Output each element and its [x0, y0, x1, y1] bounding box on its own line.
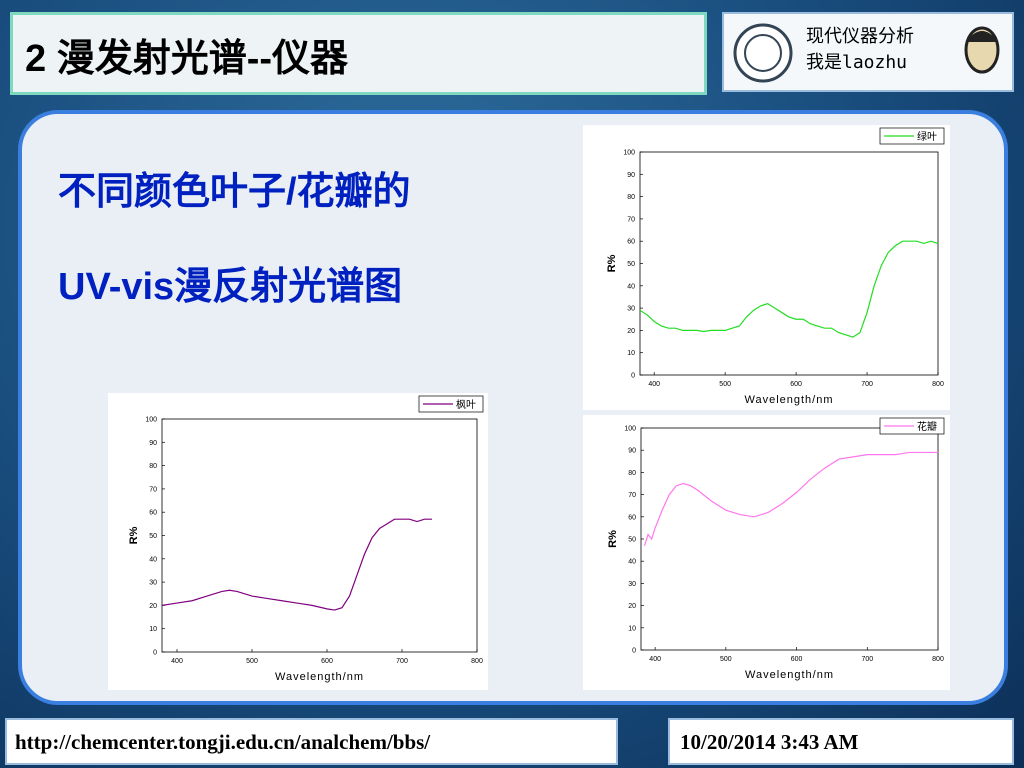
y-tick-label: 30: [628, 581, 636, 588]
y-tick-label: 80: [149, 463, 157, 470]
chart-background: [583, 415, 950, 690]
x-tick-label: 800: [932, 656, 944, 663]
heading-line: UV-vis漫反射光谱图: [58, 266, 403, 308]
x-tick-label: 600: [790, 381, 802, 388]
y-tick-label: 0: [632, 648, 636, 655]
x-tick-label: 600: [321, 658, 333, 665]
x-axis-label: Wavelength/nm: [744, 394, 833, 406]
y-tick-label: 20: [627, 328, 635, 335]
logo-box: 现代仪器分析 我是laozhu: [722, 12, 1014, 92]
y-axis-label: R%: [128, 526, 140, 544]
slide-title: 2 漫发射光谱--仪器: [25, 38, 349, 80]
y-tick-label: 90: [627, 172, 635, 179]
y-tick-label: 10: [627, 350, 635, 357]
heading-line: 不同颜色叶子/花瓣的: [58, 171, 411, 213]
y-tick-label: 60: [628, 514, 636, 521]
y-tick-label: 10: [149, 626, 157, 633]
y-tick-label: 70: [627, 216, 635, 223]
x-tick-label: 600: [791, 656, 803, 663]
y-tick-label: 80: [628, 470, 636, 477]
chart-background: [108, 393, 488, 690]
date-box: 10/20/2014 3:43 AM: [668, 718, 1014, 765]
x-tick-label: 500: [719, 381, 731, 388]
data-line: [161, 518, 432, 611]
y-tick-label: 50: [149, 533, 157, 540]
y-tick-label: 80: [627, 194, 635, 201]
y-tick-label: 50: [627, 261, 635, 268]
y-tick-label: 10: [628, 625, 636, 632]
y-tick-label: 40: [627, 283, 635, 290]
data-line: [643, 451, 938, 546]
x-tick-label: 400: [649, 656, 661, 663]
x-tick-label: 400: [171, 658, 183, 665]
url-box: http://chemcenter.tongji.edu.cn/analchem…: [5, 718, 618, 765]
y-axis-label: R%: [607, 530, 619, 548]
legend-label: 枫叶: [456, 398, 476, 411]
portrait: [964, 26, 1000, 74]
y-tick-label: 40: [628, 559, 636, 566]
x-tick-label: 700: [861, 656, 873, 663]
y-tick-label: 70: [149, 486, 157, 493]
x-tick-label: 700: [861, 381, 873, 388]
y-tick-label: 70: [628, 492, 636, 499]
data-line: [639, 240, 939, 338]
x-tick-label: 800: [932, 381, 944, 388]
y-tick-label: 100: [623, 150, 635, 157]
y-tick-label: 20: [628, 603, 636, 610]
y-tick-label: 40: [149, 556, 157, 563]
y-tick-label: 50: [628, 537, 636, 544]
title-box: 2 漫发射光谱--仪器: [10, 12, 707, 95]
university-logo: [733, 23, 793, 83]
chart-background: [583, 125, 950, 410]
y-tick-label: 30: [627, 306, 635, 313]
y-axis-label: R%: [606, 254, 618, 272]
course-name: 现代仪器分析: [806, 26, 914, 47]
y-tick-label: 30: [149, 580, 157, 587]
y-tick-label: 0: [153, 650, 157, 657]
x-tick-label: 500: [246, 658, 258, 665]
x-tick-label: 400: [648, 381, 660, 388]
y-tick-label: 20: [149, 603, 157, 610]
y-tick-label: 90: [149, 440, 157, 447]
author: 我是laozhu: [806, 52, 908, 73]
x-axis-label: Wavelength/nm: [275, 671, 364, 683]
legend-label: 花瓣: [917, 420, 937, 433]
legend-label: 绿叶: [917, 130, 937, 143]
y-tick-label: 60: [627, 239, 635, 246]
y-tick-label: 100: [145, 417, 157, 424]
y-tick-label: 60: [149, 510, 157, 517]
y-tick-label: 0: [631, 373, 635, 380]
footer-url: http://chemcenter.tongji.edu.cn/analchem…: [15, 730, 431, 754]
footer-date: 10/20/2014 3:43 AM: [680, 730, 859, 754]
x-tick-label: 500: [720, 656, 732, 663]
x-tick-label: 800: [471, 658, 483, 665]
y-tick-label: 90: [628, 448, 636, 455]
x-tick-label: 700: [396, 658, 408, 665]
y-tick-label: 100: [624, 426, 636, 433]
x-axis-label: Wavelength/nm: [745, 669, 834, 681]
